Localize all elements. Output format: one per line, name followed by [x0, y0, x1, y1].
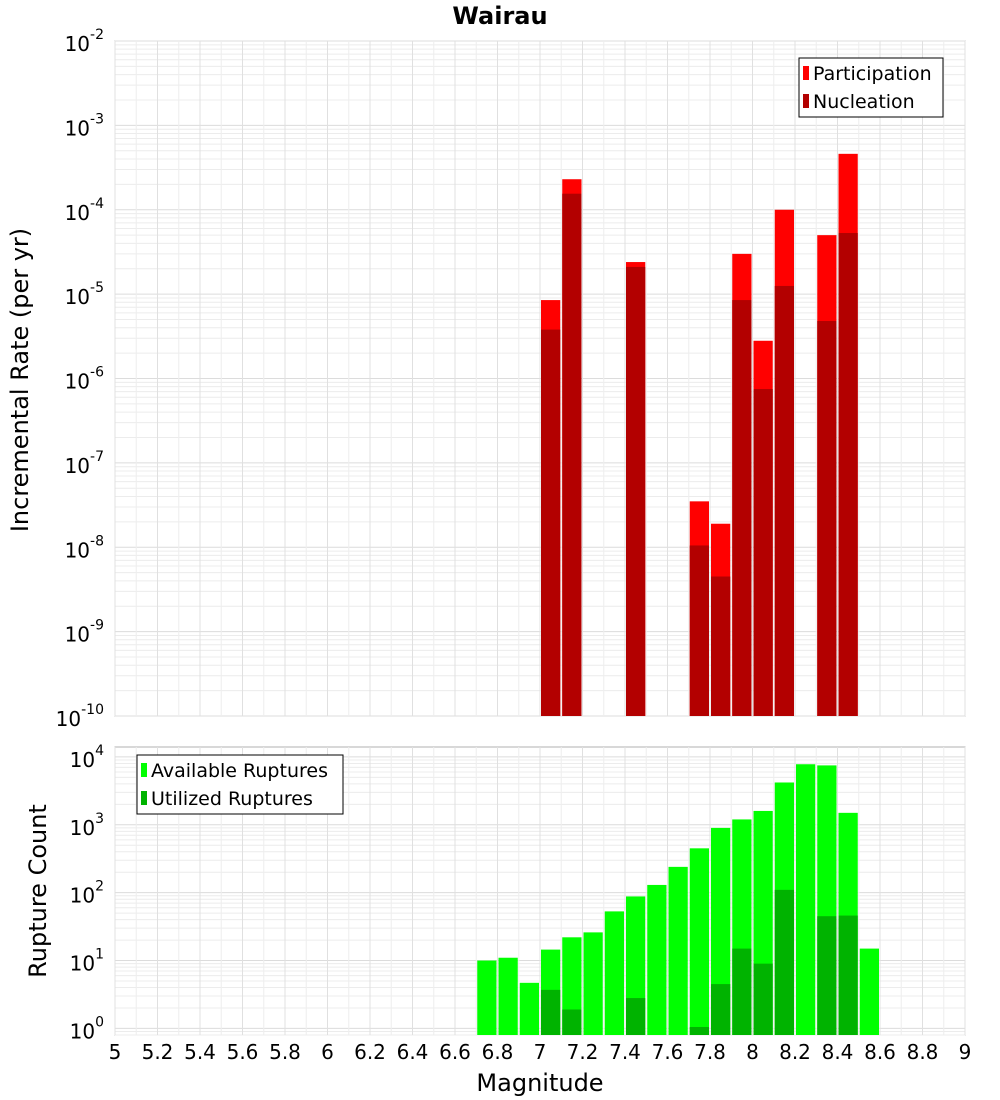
rate-y-tick-labels: 10-10 10-9 10-8 10-7 10-6 10-5 10-4 10-3 10-2: [56, 27, 104, 731]
y-tick-label: 10-3: [65, 111, 104, 140]
y-tick-label: 10-6: [65, 365, 105, 394]
count-legend-box: [136, 754, 344, 815]
count-y-tick-labels: 100 101 102 103 104: [70, 743, 104, 1044]
y-tick-label: 103: [70, 811, 104, 840]
legend-label-available: Available Ruptures: [151, 760, 328, 782]
rate-panel: 10-10 10-9 10-8 10-7 10-6 10-5 10-4 10-3 10-2 In…: [6, 27, 966, 731]
chart-title: Wairau: [452, 2, 547, 30]
count-bar-available-ruptures: [668, 866, 688, 1035]
x-tick-label: 6.8: [482, 1040, 514, 1064]
x-tick-label: 8.2: [779, 1040, 811, 1064]
rate-y-axis-title: Incremental Rate (per yr): [6, 228, 34, 532]
rate-bar-nucleation: [838, 233, 858, 716]
legend-label-nucleation: Nucleation: [813, 91, 915, 113]
y-tick-label: 10-10: [56, 702, 104, 731]
count-bar-available-ruptures: [796, 764, 816, 1035]
y-tick-label: 101: [70, 947, 104, 976]
count-y-axis-title: Rupture Count: [24, 804, 52, 978]
count-bar-utilized-ruptures: [541, 989, 561, 1035]
count-bar-available-ruptures: [583, 932, 603, 1035]
rate-bar-nucleation: [562, 193, 582, 716]
x-tick-label: 7: [534, 1040, 547, 1064]
x-tick-label: 8.8: [907, 1040, 939, 1064]
y-tick-label: 10-2: [65, 27, 104, 56]
y-tick-label: 10-8: [65, 533, 104, 562]
x-tick-label: 7.8: [694, 1040, 726, 1064]
x-tick-label: 6.6: [439, 1040, 471, 1064]
x-tick-label: 5: [109, 1040, 122, 1064]
x-tick-label: 6: [321, 1040, 334, 1064]
y-tick-label: 104: [70, 743, 104, 772]
y-tick-label: 102: [70, 879, 104, 908]
x-tick-label: 9: [959, 1040, 972, 1064]
count-bar-utilized-ruptures: [774, 889, 794, 1035]
count-bar-available-ruptures: [477, 960, 497, 1035]
count-bar-utilized-ruptures: [711, 984, 731, 1035]
rate-bar-nucleation: [541, 329, 561, 716]
rate-bar-nucleation: [774, 285, 794, 716]
rate-bar-nucleation: [732, 300, 752, 716]
count-bar-utilized-ruptures: [753, 963, 773, 1035]
rate-bars: [541, 153, 858, 716]
y-tick-label: 10-7: [65, 449, 104, 478]
count-bar-utilized-ruptures: [562, 1009, 582, 1035]
legend-label-utilized: Utilized Ruptures: [151, 788, 313, 810]
legend-swatch-utilized: [141, 791, 147, 805]
count-bar-available-ruptures: [711, 827, 731, 1035]
x-tick-label: 5.8: [269, 1040, 301, 1064]
x-tick-label: 7.2: [567, 1040, 599, 1064]
count-bar-utilized-ruptures: [626, 998, 646, 1035]
x-tick-label: 6.4: [397, 1040, 429, 1064]
count-panel: 100 101 102 103 104 5 5.2 5.4 5.6 5.8 6 6.2 6.4 6.6 6…: [24, 743, 971, 1097]
count-bar-available-ruptures: [604, 911, 624, 1035]
y-tick-label: 10-9: [65, 618, 104, 647]
legend-swatch-participation: [803, 66, 809, 80]
x-tick-label: 5.6: [227, 1040, 259, 1064]
rate-bar-nucleation: [689, 545, 709, 716]
count-bar-utilized-ruptures: [689, 1026, 709, 1035]
rate-bar-nucleation: [753, 389, 773, 716]
count-bar-utilized-ruptures: [817, 916, 837, 1035]
x-axis-title: Magnitude: [476, 1069, 603, 1097]
count-bar-available-ruptures: [647, 884, 667, 1035]
count-legend: Available Ruptures Utilized Ruptures: [136, 754, 344, 815]
y-tick-label: 100: [70, 1014, 104, 1043]
count-bars: [477, 764, 879, 1035]
rate-bar-nucleation: [711, 576, 731, 716]
count-bar-available-ruptures: [519, 982, 539, 1035]
count-bar-available-ruptures: [689, 848, 709, 1035]
count-bar-utilized-ruptures: [838, 915, 858, 1035]
x-tick-label: 8.4: [822, 1040, 854, 1064]
rate-grid: [114, 40, 966, 717]
x-tick-label: 8: [746, 1040, 759, 1064]
count-bar-utilized-ruptures: [732, 948, 752, 1035]
count-bar-available-ruptures: [498, 957, 518, 1035]
x-tick-label: 6.2: [354, 1040, 386, 1064]
legend-swatch-available: [141, 763, 147, 777]
count-bar-available-ruptures: [859, 948, 879, 1035]
x-tick-label: 8.6: [864, 1040, 896, 1064]
legend-label-participation: Participation: [813, 63, 932, 85]
y-tick-label: 10-4: [65, 196, 105, 225]
legend-swatch-nucleation: [803, 94, 809, 108]
magnitude-x-tick-labels: 5 5.2 5.4 5.6 5.8 6 6.2 6.4 6.6 6.8 7 7.2 7.4 7.6 7.8 8…: [109, 1040, 972, 1064]
rate-bar-nucleation: [626, 266, 646, 716]
rate-legend: Participation Nucleation: [798, 57, 944, 118]
x-tick-label: 5.2: [142, 1040, 174, 1064]
y-tick-label: 10-5: [65, 280, 104, 309]
rate-bar-nucleation: [817, 321, 837, 716]
rate-legend-box: [798, 57, 944, 118]
x-tick-label: 7.4: [609, 1040, 641, 1064]
x-tick-label: 7.6: [652, 1040, 684, 1064]
x-tick-label: 5.4: [184, 1040, 216, 1064]
